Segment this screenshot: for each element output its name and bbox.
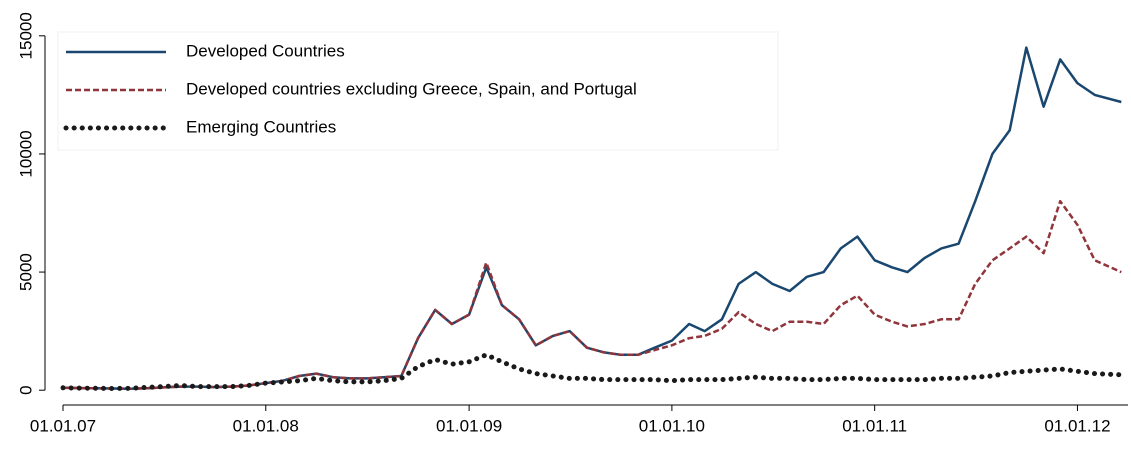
x-tick-label: 01.01.09 bbox=[436, 416, 502, 435]
x-tick-label: 01.01.10 bbox=[639, 416, 705, 435]
x-tick-label: 01.01.08 bbox=[233, 416, 299, 435]
series-line bbox=[60, 352, 1124, 391]
y-tick-label: 5000 bbox=[16, 253, 35, 291]
legend-label: Developed Countries bbox=[186, 41, 345, 60]
legend-label: Emerging Countries bbox=[186, 117, 336, 136]
series-line bbox=[62, 199, 1122, 391]
x-tick-label: 01.01.12 bbox=[1044, 416, 1110, 435]
y-tick-label: 0 bbox=[16, 385, 35, 394]
x-tick-label: 01.01.11 bbox=[842, 416, 907, 435]
y-tick-label: 10000 bbox=[16, 130, 35, 177]
x-tick-label: 01.01.07 bbox=[30, 416, 96, 435]
legend-label: Developed countries excluding Greece, Sp… bbox=[186, 79, 637, 98]
y-tick-label: 15000 bbox=[16, 12, 35, 59]
legend-box bbox=[57, 31, 779, 151]
